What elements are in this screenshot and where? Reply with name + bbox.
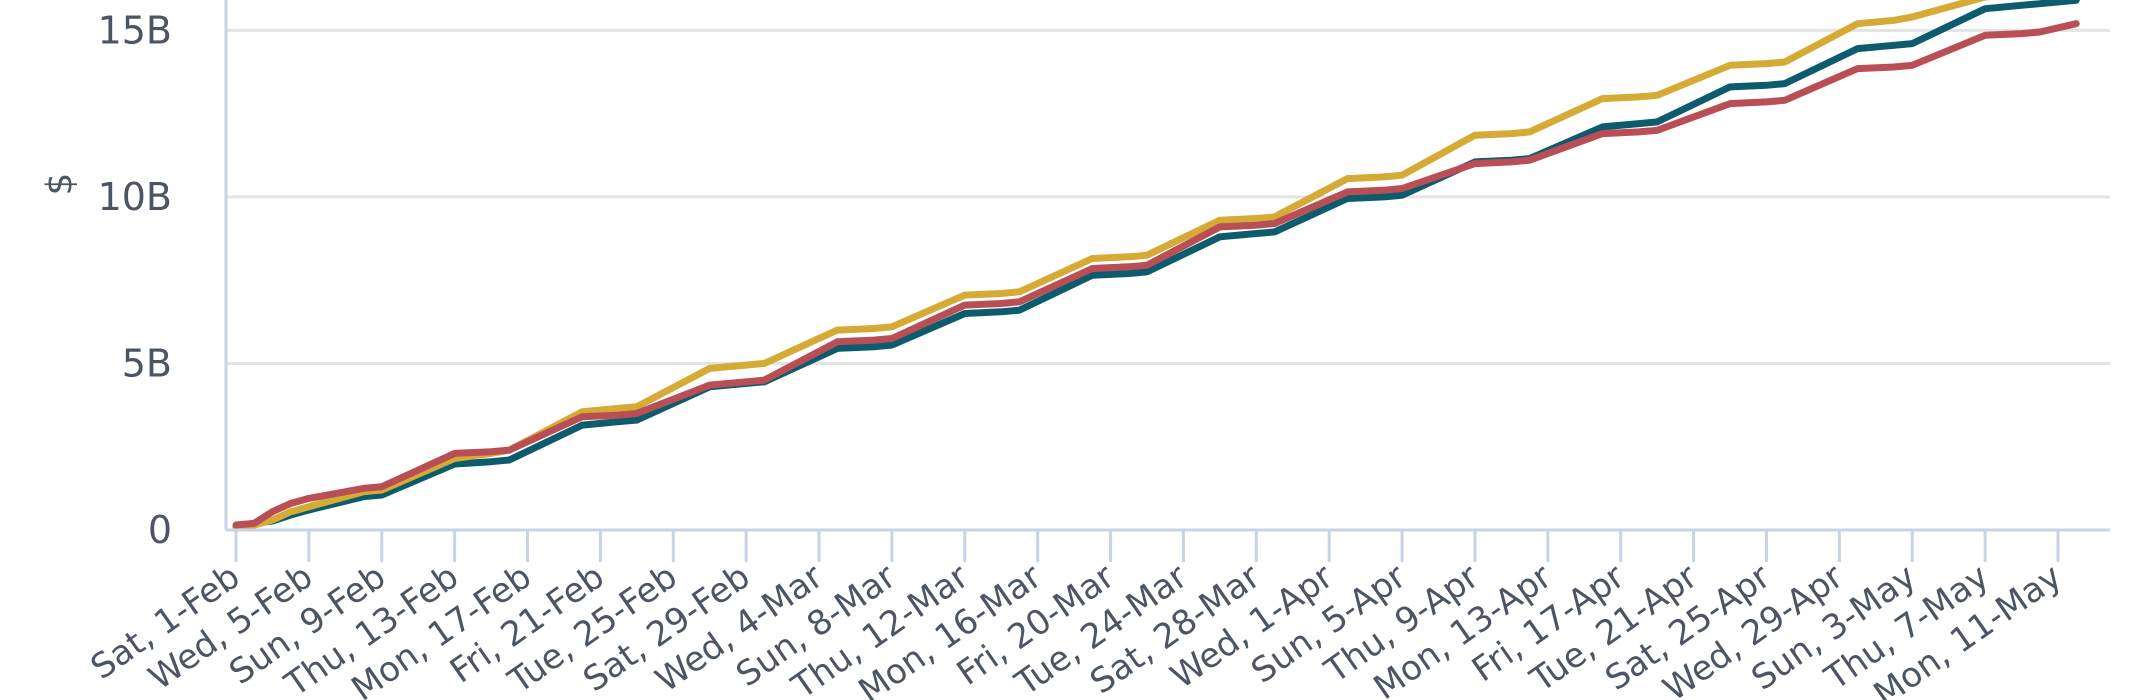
y-tick-label: 15B — [98, 8, 172, 52]
axes — [224, 0, 2110, 532]
y-tick-label: 10B — [98, 175, 172, 219]
series-lines — [232, 0, 2080, 531]
gridlines — [226, 28, 2110, 365]
y-axis-label: $ — [40, 173, 81, 196]
y-tick-label: 0 — [148, 508, 172, 552]
y-tick-labels: 0 5B 10B 15B — [98, 8, 172, 552]
series-line-1 — [232, 0, 2080, 531]
series-line-3 — [232, 20, 2080, 529]
y-tick-label: 5B — [122, 341, 172, 385]
